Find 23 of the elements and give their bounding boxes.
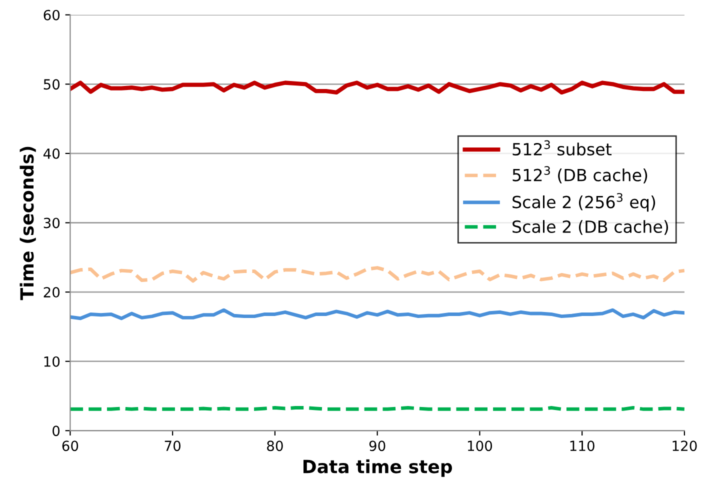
y-tick-label: 30 [44, 218, 60, 228]
x-tick-label: 120 [672, 440, 697, 452]
x-tick-label: 100 [468, 440, 492, 452]
x-tick-label: 60 [62, 440, 78, 452]
legend-label: 512$^{3}$ (DB cache) [512, 166, 648, 184]
y-tick-label: 60 [44, 10, 60, 20]
legend-label: 512$^{3}$ subset [512, 140, 612, 156]
legend-label: Scale 2 (256$^{3}$ eq) [512, 193, 656, 212]
x-axis-title: Data time step [303, 459, 452, 477]
x-tick-label: 90 [369, 440, 386, 452]
y-tick-label: 10 [44, 356, 60, 367]
legend-label: Scale 2 (DB cache) [512, 220, 668, 235]
x-tick-label: 80 [267, 440, 283, 452]
line-series [70, 80, 684, 95]
x-tick-label: 110 [570, 440, 594, 452]
line-series [70, 266, 684, 283]
y-tick-label: 40 [43, 148, 60, 159]
y-axis-title: Time (seconds) [20, 146, 36, 300]
y-tick-label: 20 [44, 287, 60, 298]
y-tick-label: 0 [52, 426, 60, 436]
x-tick-label: 70 [164, 440, 180, 452]
line-series [70, 308, 684, 320]
y-tick-label: 50 [44, 79, 60, 90]
